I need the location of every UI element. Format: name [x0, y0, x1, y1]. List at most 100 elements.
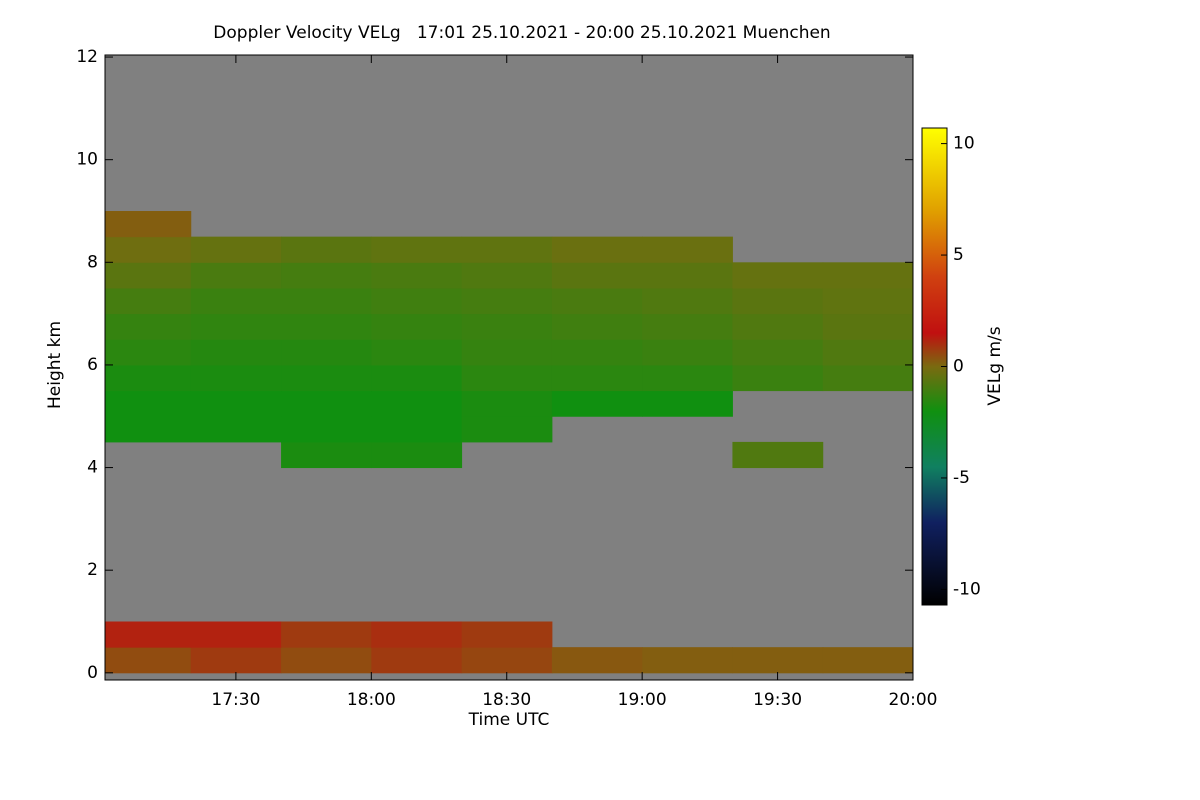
heat-cell: [642, 287, 733, 315]
heat-cell: [105, 262, 192, 289]
heat-cell: [551, 364, 643, 392]
colorbar-tick-label: -10: [953, 579, 981, 599]
heat-cell: [281, 313, 372, 340]
colorbar-tick-label: 10: [953, 134, 975, 154]
heat-cell: [190, 262, 282, 289]
heat-cell: [281, 390, 372, 417]
heat-cell: [371, 441, 463, 469]
heat-cell: [371, 647, 463, 674]
x-tick-label: 20:00: [889, 690, 938, 710]
heat-cell: [642, 339, 733, 366]
heat-cell: [105, 390, 192, 417]
heat-cell: [461, 647, 553, 674]
x-tick-label: 17:30: [211, 690, 260, 710]
heat-cell: [461, 416, 553, 443]
heat-cell: [371, 262, 463, 289]
heat-cell: [642, 236, 733, 263]
heat-cell: [190, 647, 282, 674]
heat-cell: [371, 390, 463, 417]
heat-cell: [551, 339, 643, 366]
heat-cell: [281, 287, 372, 315]
heat-cell: [551, 647, 643, 674]
x-axis-label: Time UTC: [468, 710, 550, 730]
heat-cell: [732, 287, 824, 315]
heat-cell: [190, 390, 282, 417]
heat-cell: [105, 364, 192, 392]
heat-cell: [461, 236, 553, 263]
colorbar-tick-label: -5: [953, 468, 970, 488]
heat-cell: [371, 287, 463, 315]
heat-cell: [822, 647, 914, 674]
chart-title: Doppler Velocity VELg 17:01 25.10.2021 -…: [213, 23, 830, 43]
y-tick-label: 4: [87, 458, 98, 478]
colorbar-tick-label: 5: [953, 245, 964, 265]
heat-cell: [281, 621, 372, 648]
colorbar-tick-label: 0: [953, 357, 964, 377]
heat-cell: [732, 364, 824, 392]
y-axis-label: Height km: [45, 321, 65, 409]
heat-cell: [642, 313, 733, 340]
heat-cell: [642, 390, 733, 417]
heat-cell: [551, 313, 643, 340]
heat-cell: [281, 236, 372, 263]
heat-cell: [371, 313, 463, 340]
heat-cell: [551, 390, 643, 417]
heat-cell: [281, 262, 372, 289]
heat-cell: [461, 313, 553, 340]
heat-cell: [822, 313, 914, 340]
y-tick-label: 0: [87, 663, 98, 683]
heat-cell: [190, 236, 282, 263]
colorbar-label: VELg m/s: [985, 326, 1005, 405]
heat-cell: [822, 364, 914, 392]
heat-cell: [190, 313, 282, 340]
heat-cell: [281, 647, 372, 674]
heat-cell: [461, 364, 553, 392]
heat-cell: [822, 339, 914, 366]
heat-cell: [371, 621, 463, 648]
x-tick-label: 19:00: [618, 690, 667, 710]
heat-cell: [281, 364, 372, 392]
heat-cell: [461, 262, 553, 289]
heat-cell: [190, 621, 282, 648]
heat-cell: [190, 287, 282, 315]
x-tick-label: 18:00: [347, 690, 396, 710]
heat-cell: [281, 339, 372, 366]
y-tick-label: 2: [87, 560, 98, 580]
heat-cell: [105, 647, 192, 674]
heat-cell: [822, 262, 914, 289]
y-tick-label: 10: [76, 150, 98, 170]
heat-cell: [190, 339, 282, 366]
heat-cell: [732, 441, 824, 469]
heat-cell: [371, 416, 463, 443]
heat-cell: [732, 313, 824, 340]
heat-cell: [732, 262, 824, 289]
x-tick-label: 18:30: [482, 690, 531, 710]
heat-cell: [642, 364, 733, 392]
heat-cell: [822, 287, 914, 315]
heat-cell: [732, 339, 824, 366]
heat-cell: [105, 236, 192, 263]
heat-cell: [642, 647, 733, 674]
heat-cell: [732, 647, 824, 674]
heat-cell: [105, 416, 192, 443]
heat-cell: [461, 621, 553, 648]
heat-cell: [461, 390, 553, 417]
x-tick-label: 19:30: [753, 690, 802, 710]
heat-cell: [105, 210, 192, 238]
y-tick-label: 8: [87, 252, 98, 272]
heat-cell: [371, 236, 463, 263]
heat-cell: [551, 262, 643, 289]
heat-cell: [551, 236, 643, 263]
y-tick-label: 12: [76, 47, 98, 67]
y-tick-label: 6: [87, 355, 98, 375]
heat-cell: [371, 364, 463, 392]
heat-cell: [281, 441, 372, 469]
heat-cell: [190, 416, 282, 443]
plot-frame: [104, 54, 914, 681]
heat-cell: [105, 621, 192, 648]
heat-cell: [642, 262, 733, 289]
heat-cell: [461, 339, 553, 366]
heat-cell: [371, 339, 463, 366]
heat-cell: [105, 313, 192, 340]
